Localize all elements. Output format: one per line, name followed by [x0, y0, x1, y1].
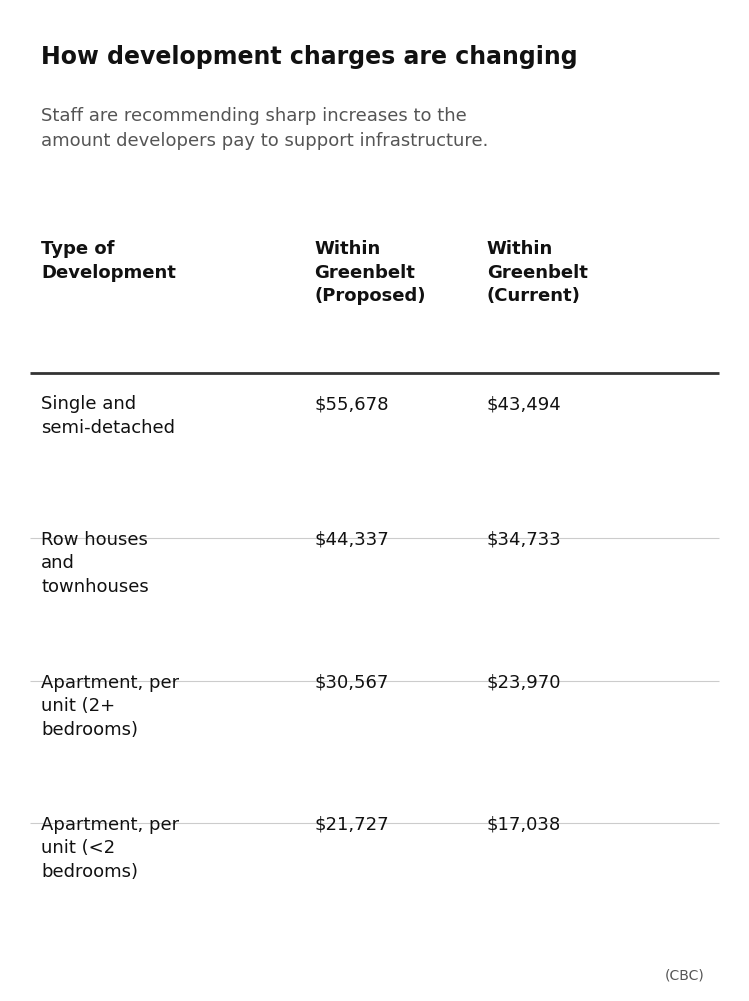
- Text: Staff are recommending sharp increases to the
amount developers pay to support i: Staff are recommending sharp increases t…: [41, 107, 488, 150]
- Text: Within
Greenbelt
(Current): Within Greenbelt (Current): [487, 240, 588, 305]
- Text: Within
Greenbelt
(Proposed): Within Greenbelt (Proposed): [315, 240, 426, 305]
- Text: Apartment, per
unit (2+
bedrooms): Apartment, per unit (2+ bedrooms): [41, 674, 179, 739]
- Text: $30,567: $30,567: [315, 674, 389, 692]
- Text: $43,494: $43,494: [487, 395, 562, 413]
- Text: Apartment, per
unit (<2
bedrooms): Apartment, per unit (<2 bedrooms): [41, 816, 179, 881]
- Text: Type of
Development: Type of Development: [41, 240, 176, 282]
- Text: $55,678: $55,678: [315, 395, 389, 413]
- Text: $21,727: $21,727: [315, 816, 389, 834]
- Text: $34,733: $34,733: [487, 531, 562, 549]
- Text: $23,970: $23,970: [487, 674, 561, 692]
- Text: $17,038: $17,038: [487, 816, 561, 834]
- Text: Single and
semi-detached: Single and semi-detached: [41, 395, 175, 437]
- Text: How development charges are changing: How development charges are changing: [41, 45, 577, 69]
- Text: Row houses
and
townhouses: Row houses and townhouses: [41, 531, 149, 596]
- Text: (CBC): (CBC): [664, 969, 704, 983]
- Text: $44,337: $44,337: [315, 531, 389, 549]
